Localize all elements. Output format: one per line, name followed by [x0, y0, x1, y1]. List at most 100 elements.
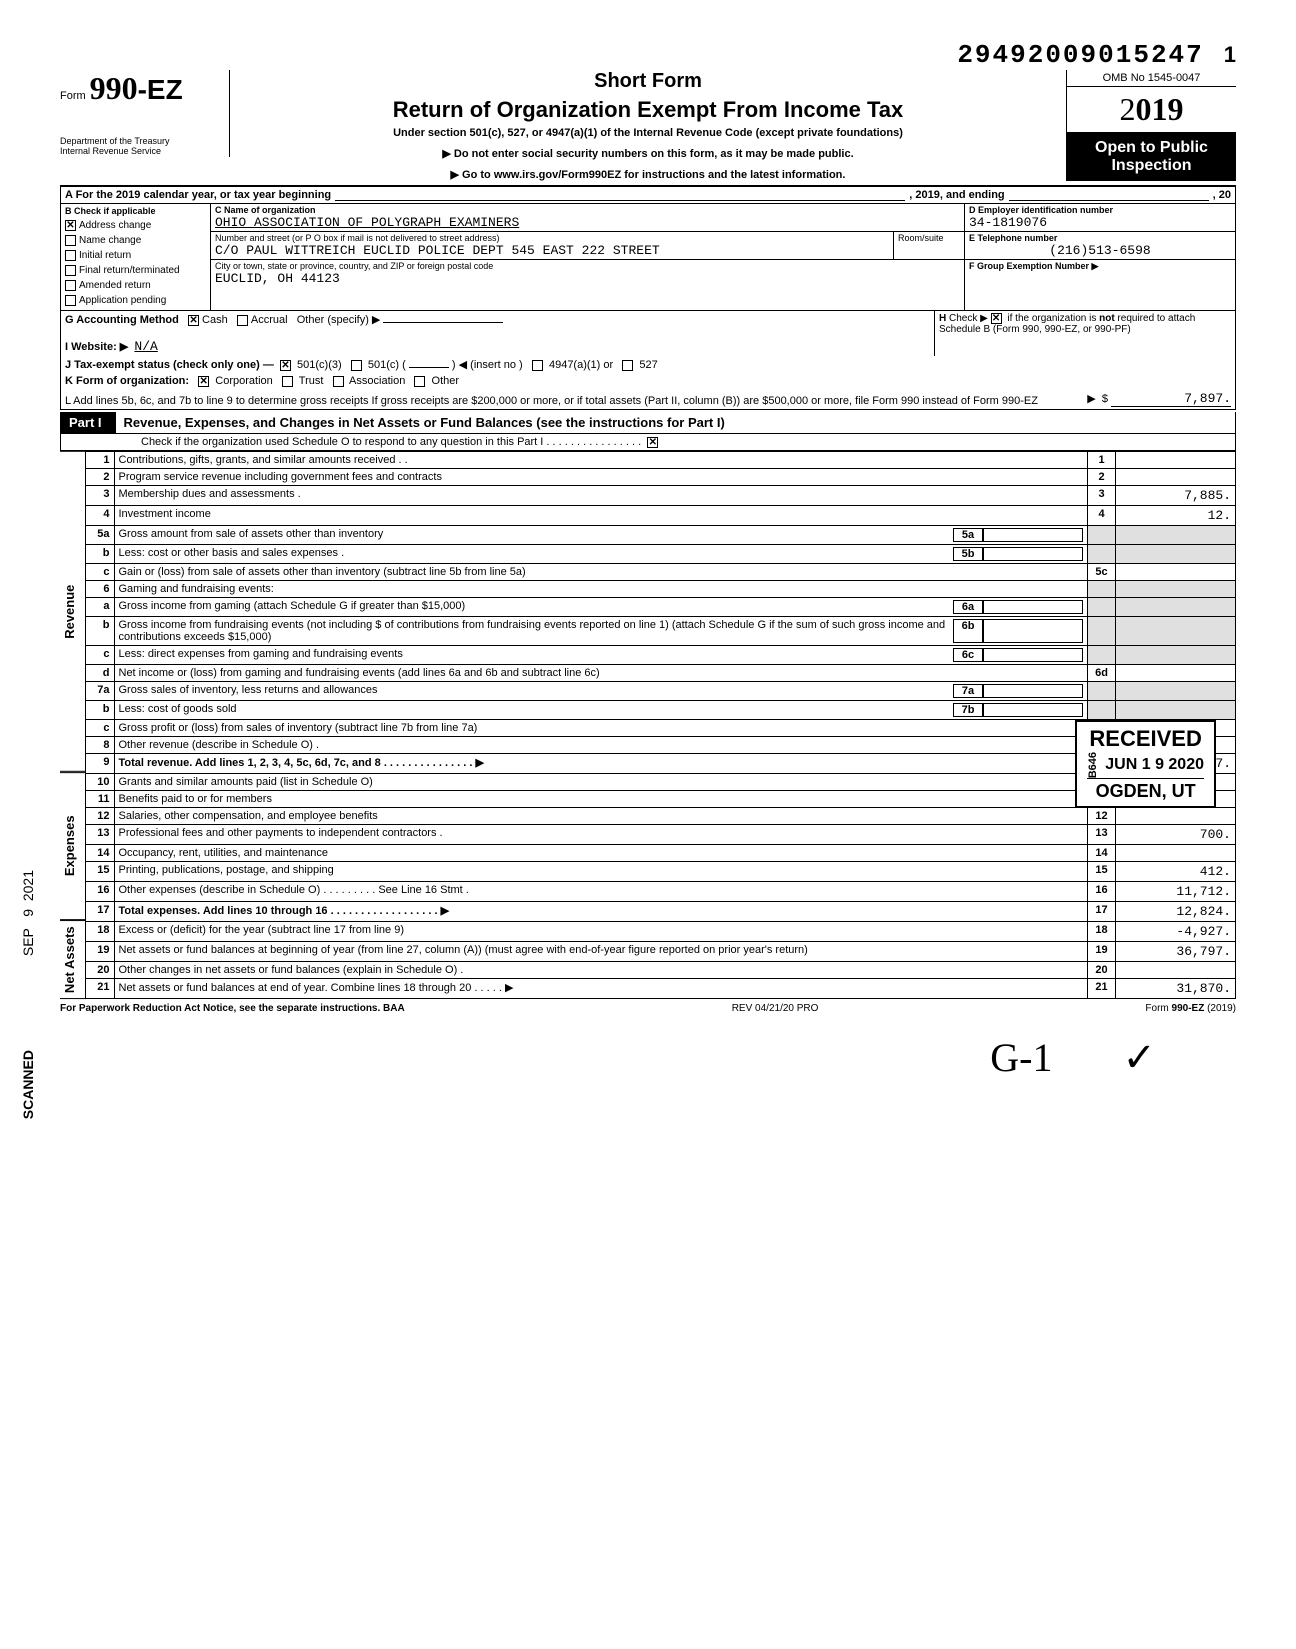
- c-addr-label: Number and street (or P O box if mail is…: [215, 233, 889, 243]
- c-room-label: Room/suite: [898, 233, 960, 243]
- part1-title: Revenue, Expenses, and Changes in Net As…: [124, 415, 725, 430]
- table-row: 5a Gross amount from sale of assets othe…: [86, 526, 1236, 545]
- table-row: a Gross income from gaming (attach Sched…: [86, 598, 1236, 617]
- table-row: b Less: cost or other basis and sales ex…: [86, 545, 1236, 564]
- b-label: B Check if applicable: [61, 204, 210, 218]
- scanned-stamp: SCANNED: [20, 1050, 36, 1119]
- j-501c3-checkbox[interactable]: [280, 360, 291, 371]
- i-website: N/A: [134, 339, 157, 354]
- table-row: 1 Contributions, gifts, grants, and simi…: [86, 452, 1236, 469]
- b-checkbox-5[interactable]: [65, 295, 76, 306]
- l-text: L Add lines 5b, 6c, and 7b to line 9 to …: [65, 395, 1087, 407]
- part1-check: Check if the organization used Schedule …: [60, 434, 1236, 451]
- b-checkbox-3[interactable]: [65, 265, 76, 276]
- c-label: C Name of organization: [215, 205, 960, 215]
- instr-url: ▶ Go to www.irs.gov/Form990EZ for instru…: [240, 168, 1056, 181]
- e-label: E Telephone number: [969, 233, 1231, 243]
- j-label: J Tax-exempt status (check only one) —: [65, 359, 274, 371]
- sub-title: Under section 501(c), 527, or 4947(a)(1)…: [240, 127, 1056, 139]
- d-ein: 34-1819076: [969, 215, 1231, 230]
- b-item-label: Application pending: [79, 295, 166, 306]
- date-stamp-margin: SEP 9 2021: [20, 870, 36, 956]
- part1-schedo-checkbox[interactable]: [647, 437, 658, 448]
- form-label: Form 990-EZ: [60, 70, 223, 107]
- line-a-mid: , 2019, and ending: [909, 189, 1004, 201]
- b-item-label: Amended return: [79, 280, 151, 291]
- table-row: 12 Salaries, other compensation, and emp…: [86, 808, 1236, 825]
- b-checkbox-1[interactable]: [65, 235, 76, 246]
- received-stamp: RECEIVED B646 JUN 1 9 2020 OGDEN, UT: [1075, 720, 1216, 808]
- i-label: I Website: ▶: [65, 341, 128, 353]
- d-label: D Employer identification number: [969, 205, 1231, 215]
- line-a-end: , 20: [1213, 189, 1231, 201]
- c-addr: C/O PAUL WITTREICH EUCLID POLICE DEPT 54…: [215, 243, 889, 258]
- table-row: c Gain or (loss) from sale of assets oth…: [86, 564, 1236, 581]
- line-a: A For the 2019 calendar year, or tax yea…: [65, 189, 331, 201]
- table-row: 8 Other revenue (describe in Schedule O)…: [86, 737, 1236, 754]
- c-city-label: City or town, state or province, country…: [215, 261, 960, 271]
- instr-ssn: ▶ Do not enter social security numbers o…: [240, 147, 1056, 160]
- netassets-label: Net Assets: [60, 920, 86, 999]
- dept-label: Department of the Treasury Internal Reve…: [60, 137, 223, 157]
- table-row: b Gross income from fundraising events (…: [86, 617, 1236, 646]
- table-row: 10 Grants and similar amounts paid (list…: [86, 774, 1236, 791]
- table-row: 6 Gaming and fundraising events:: [86, 581, 1236, 598]
- open-inspection: Open to Public Inspection: [1067, 133, 1236, 181]
- signature-area: G-1 ✓: [60, 1034, 1156, 1081]
- revenue-label: Revenue: [60, 451, 86, 772]
- g-cash-checkbox[interactable]: [188, 315, 199, 326]
- b-checkbox-0[interactable]: [65, 220, 76, 231]
- table-row: 18 Excess or (deficit) for the year (sub…: [86, 922, 1236, 942]
- table-row: 15 Printing, publications, postage, and …: [86, 862, 1236, 882]
- table-row: 3 Membership dues and assessments . 3 7,…: [86, 486, 1236, 506]
- dln: 29492009015247: [957, 40, 1203, 70]
- l-amount: 7,897.: [1111, 391, 1231, 407]
- page-number: 1: [1224, 42, 1236, 68]
- table-row: d Net income or (loss) from gaming and f…: [86, 665, 1236, 682]
- table-row: 7a Gross sales of inventory, less return…: [86, 682, 1236, 701]
- footer-right: Form 990-EZ (2019): [1145, 1003, 1236, 1014]
- g-label: G Accounting Method: [65, 314, 179, 326]
- h-checkbox[interactable]: [991, 313, 1002, 324]
- b-item-label: Initial return: [79, 250, 131, 261]
- f-label: F Group Exemption Number ▶: [969, 261, 1231, 272]
- table-row: 19 Net assets or fund balances at beginn…: [86, 942, 1236, 962]
- tax-year: 2019: [1067, 87, 1236, 133]
- footer-left: For Paperwork Reduction Act Notice, see …: [60, 1003, 405, 1014]
- g-other: Other (specify) ▶: [297, 314, 381, 326]
- table-row: 17 Total expenses. Add lines 10 through …: [86, 902, 1236, 922]
- b-checkbox-2[interactable]: [65, 250, 76, 261]
- table-row: c Gross profit or (loss) from sales of i…: [86, 720, 1236, 737]
- k-assoc-checkbox[interactable]: [333, 376, 344, 387]
- e-phone: (216)513-6598: [969, 243, 1231, 258]
- j-527-checkbox[interactable]: [622, 360, 633, 371]
- k-label: K Form of organization:: [65, 375, 189, 387]
- b-item-label: Final return/terminated: [79, 265, 180, 276]
- k-trust-checkbox[interactable]: [282, 376, 293, 387]
- table-row: 4 Investment income 4 12.: [86, 506, 1236, 526]
- j-501c-checkbox[interactable]: [351, 360, 362, 371]
- lines-table: 1 Contributions, gifts, grants, and simi…: [86, 451, 1236, 999]
- omb-number: OMB No 1545-0047: [1067, 70, 1236, 87]
- table-row: 20 Other changes in net assets or fund b…: [86, 962, 1236, 979]
- main-title: Return of Organization Exempt From Incom…: [240, 97, 1056, 123]
- b-checkbox-4[interactable]: [65, 280, 76, 291]
- part1-tab: Part I: [61, 412, 116, 433]
- table-row: 13 Professional fees and other payments …: [86, 825, 1236, 845]
- j-4947-checkbox[interactable]: [532, 360, 543, 371]
- table-row: 16 Other expenses (describe in Schedule …: [86, 882, 1236, 902]
- c-org-name: OHIO ASSOCIATION OF POLYGRAPH EXAMINERS: [215, 215, 960, 230]
- short-form-title: Short Form: [240, 70, 1056, 93]
- k-corp-checkbox[interactable]: [198, 376, 209, 387]
- table-row: 21 Net assets or fund balances at end of…: [86, 979, 1236, 999]
- table-row: 9 Total revenue. Add lines 1, 2, 3, 4, 5…: [86, 754, 1236, 774]
- b-item-label: Name change: [79, 235, 141, 246]
- table-row: 11 Benefits paid to or for members 11: [86, 791, 1236, 808]
- g-accrual-checkbox[interactable]: [237, 315, 248, 326]
- g-cash: Cash: [202, 314, 228, 326]
- expenses-label: Expenses: [60, 772, 86, 920]
- table-row: b Less: cost of goods sold7b: [86, 701, 1236, 720]
- k-other-checkbox[interactable]: [414, 376, 425, 387]
- g-accrual: Accrual: [251, 314, 288, 326]
- table-row: 2 Program service revenue including gove…: [86, 469, 1236, 486]
